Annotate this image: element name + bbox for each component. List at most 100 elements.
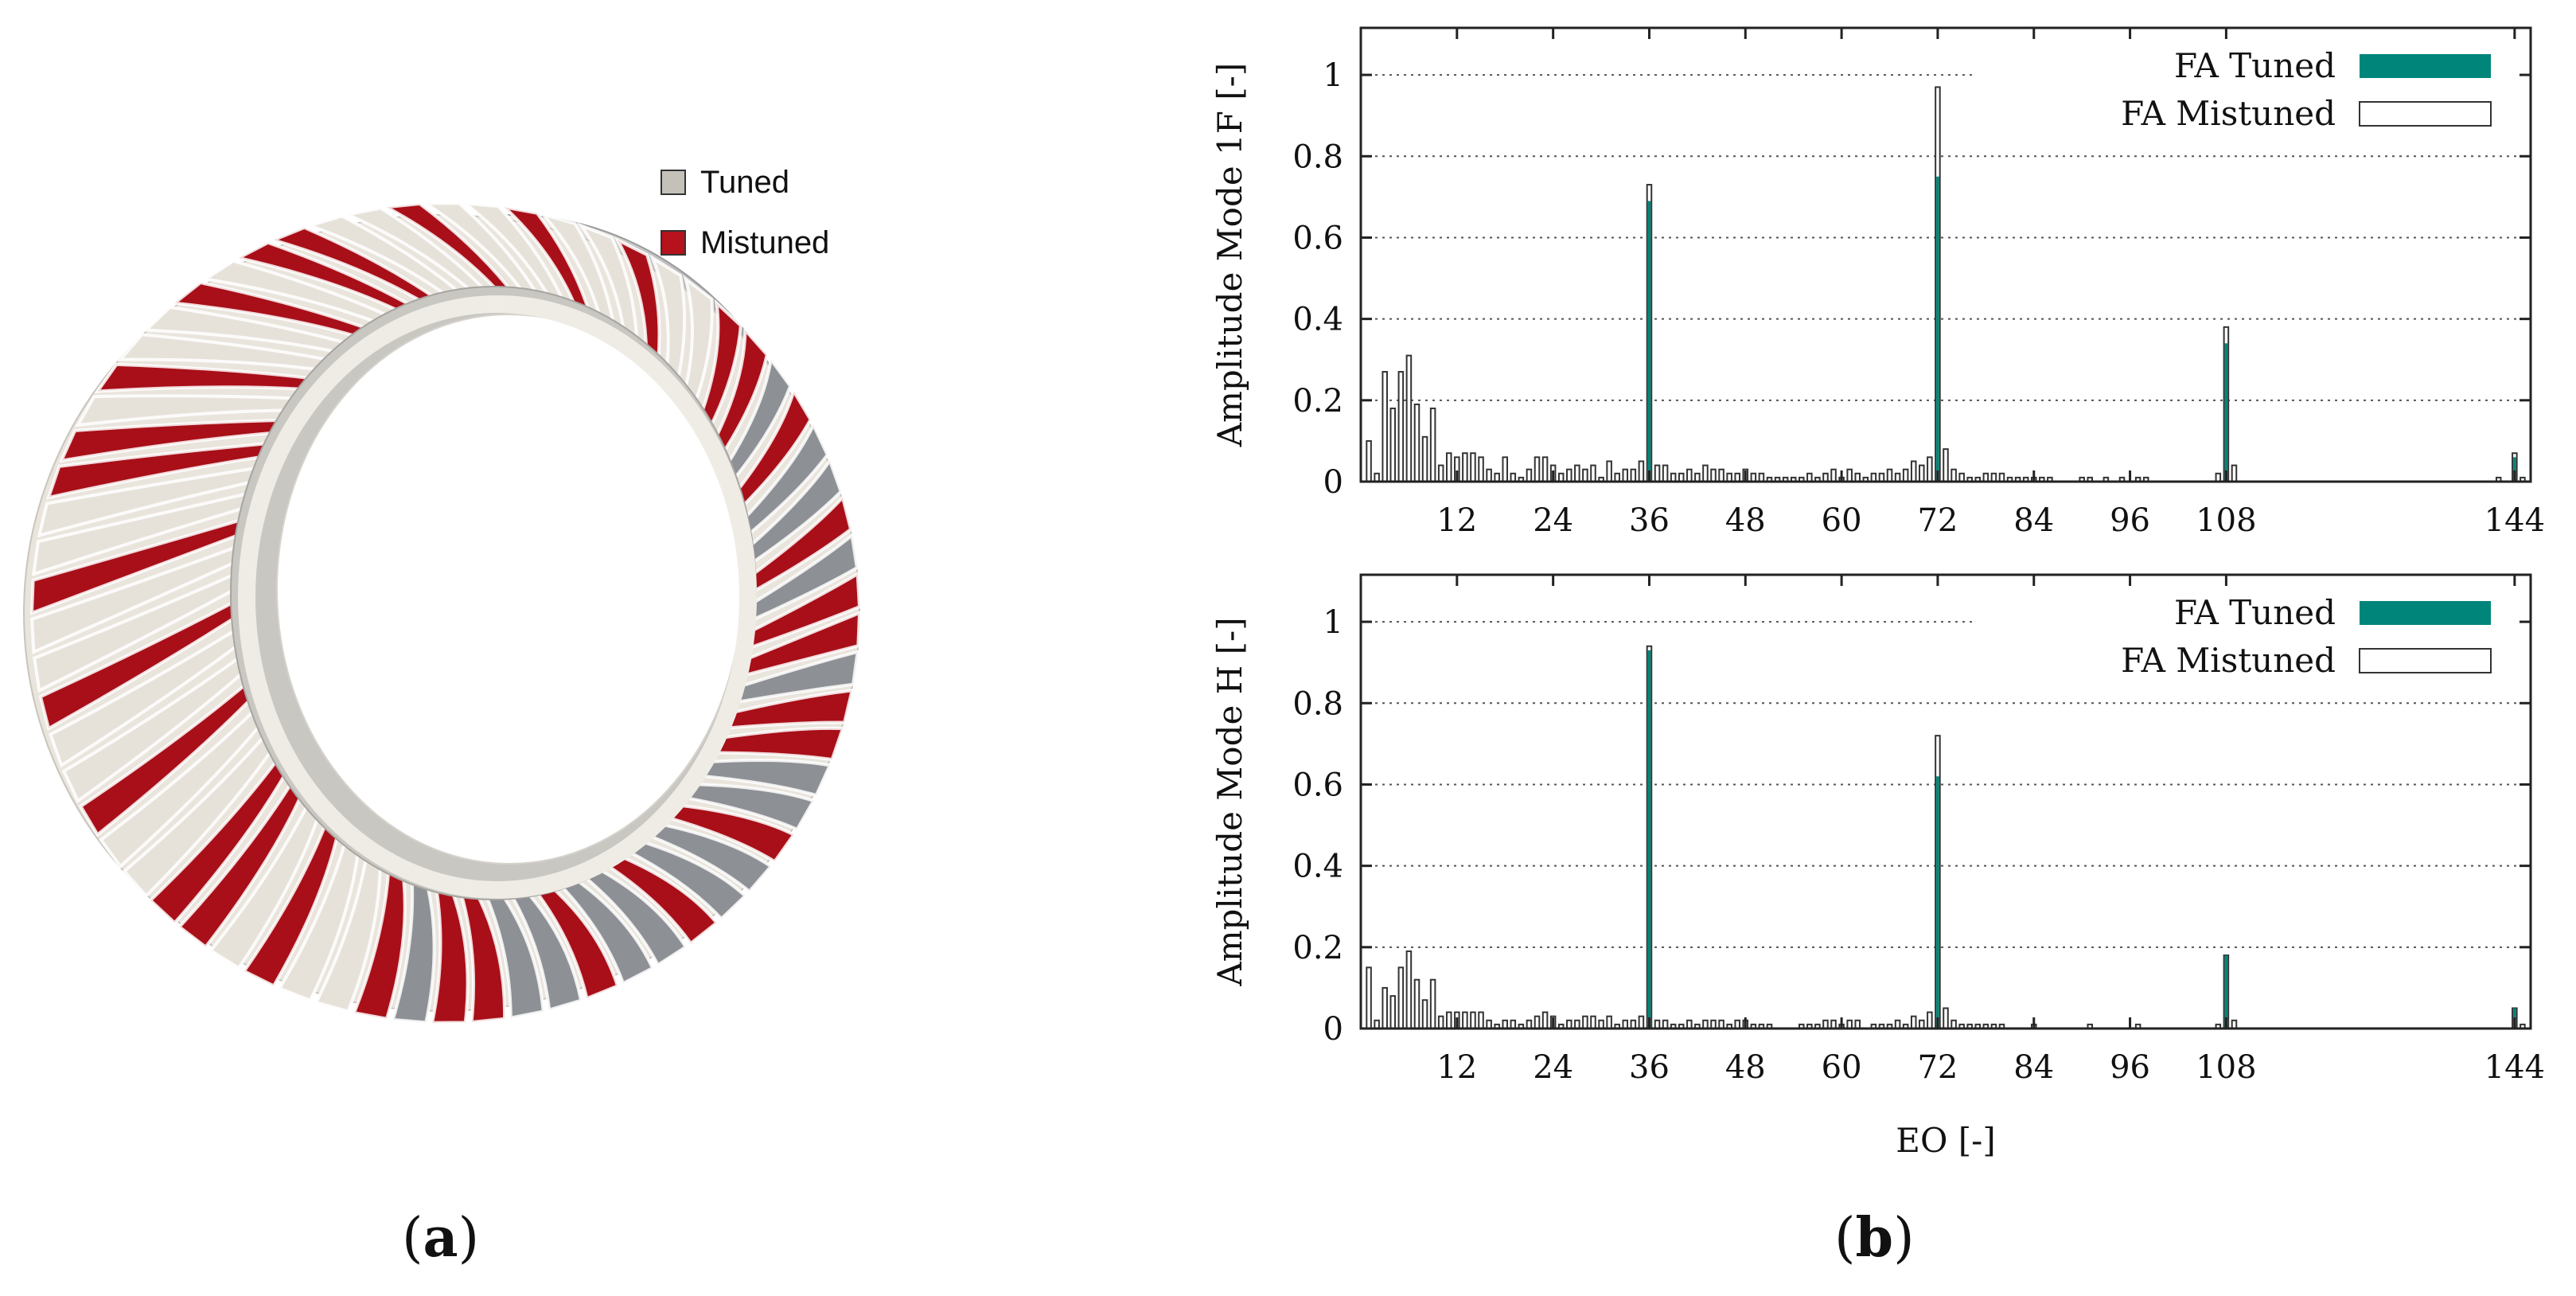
- bar-tuned: [2224, 343, 2228, 482]
- bar-mistuned: [1886, 468, 1893, 483]
- bar-mistuned: [1694, 472, 1701, 482]
- y-tick-label: 1: [1323, 604, 1343, 641]
- plot-frame: [1359, 573, 2532, 1030]
- y-axis-label: Amplitude Mode H [-]: [1210, 617, 1249, 986]
- bar-mistuned: [1638, 1015, 1645, 1030]
- x-tick-label: 12: [1436, 1049, 1477, 1086]
- legend-swatch-mistuned: [2359, 648, 2492, 673]
- bar-mistuned: [1462, 452, 1468, 483]
- bar-mistuned: [1405, 354, 1413, 483]
- bar-mistuned: [1494, 472, 1500, 482]
- bar-mistuned: [1830, 468, 1837, 483]
- bar-mistuned: [1710, 468, 1717, 483]
- bar-mistuned: [1951, 1019, 1957, 1030]
- bar-mistuned: [1421, 435, 1428, 482]
- legend-label: FA Mistuned: [2121, 94, 2336, 133]
- bar-mistuned: [1822, 1019, 1829, 1030]
- mistuned-label: Mistuned: [700, 224, 830, 260]
- bar-tuned: [1647, 650, 1651, 1029]
- bar-mistuned: [1429, 408, 1436, 483]
- tuned-label: Tuned: [700, 164, 789, 200]
- x-tick-label: 48: [1725, 1049, 1766, 1086]
- bar-mistuned: [1437, 1015, 1444, 1030]
- x-tick-label: 60: [1822, 502, 1862, 539]
- bar-tuned: [2224, 955, 2228, 1029]
- bar-mistuned: [1998, 472, 2005, 482]
- bar-mistuned: [1846, 1019, 1853, 1030]
- bar-mistuned: [1437, 464, 1444, 483]
- x-tick-label: 48: [1725, 502, 1766, 539]
- bar-mistuned: [1382, 371, 1388, 482]
- legend-label: FA Tuned: [2174, 593, 2336, 632]
- bar-mistuned: [1374, 472, 1380, 482]
- legend-item-tuned: Tuned: [661, 162, 789, 202]
- bar-mistuned: [1686, 1019, 1693, 1030]
- bar-mistuned: [1478, 456, 1484, 483]
- bar-mistuned: [1734, 472, 1740, 482]
- bar-mistuned: [1510, 1019, 1517, 1030]
- y-tick-label: 0.6: [1292, 767, 1343, 803]
- y-tick-label: 0.8: [1292, 139, 1343, 175]
- ring-legend: Tuned Mistuned: [661, 159, 883, 271]
- bar-mistuned: [1806, 472, 1813, 482]
- bar-mistuned: [1566, 1019, 1572, 1030]
- y-axis-label: Amplitude Mode 1F [-]: [1210, 63, 1249, 448]
- bar-mistuned: [1590, 464, 1596, 483]
- bar-mistuned: [1582, 468, 1588, 483]
- bar-mistuned: [1389, 995, 1397, 1030]
- mistuned-swatch: [661, 230, 686, 256]
- bar-mistuned: [1919, 464, 1925, 483]
- x-tick-label: 24: [1533, 1049, 1573, 1086]
- x-tick-label: 72: [1917, 1049, 1958, 1086]
- y-tick-label: 0.2: [1292, 930, 1343, 966]
- bar-mistuned: [1990, 472, 1997, 482]
- y-tick-label: 0.4: [1292, 302, 1343, 338]
- bar-mistuned: [1902, 468, 1909, 483]
- y-tick-label: 0: [1323, 1011, 1343, 1048]
- bar-mistuned: [1654, 464, 1661, 483]
- y-tick-label: 0: [1323, 464, 1343, 501]
- bar-mistuned: [1662, 464, 1669, 483]
- bar-mistuned: [1662, 1019, 1669, 1030]
- bar-mistuned: [1413, 978, 1421, 1030]
- x-tick-label: 24: [1533, 502, 1573, 539]
- amplitude-charts: 0 0.2 0.4 0.6 0.8 1 12 24 36 48 60 72 84 96 108 144 Ampl…: [1210, 26, 2545, 1160]
- bar-mistuned: [1566, 468, 1572, 483]
- bar-mistuned: [1670, 472, 1677, 482]
- bar-mistuned: [1630, 468, 1637, 483]
- x-tick-label: 36: [1629, 1049, 1670, 1086]
- bar-mistuned: [1718, 1019, 1724, 1030]
- bar-mistuned: [1982, 472, 1989, 482]
- bar-mistuned: [1389, 408, 1397, 483]
- x-tick-label: 60: [1822, 1049, 1862, 1086]
- hub-rim: [238, 295, 757, 899]
- ring-front: [230, 286, 757, 900]
- bar-mistuned: [1910, 460, 1917, 482]
- bar-mistuned: [1526, 1019, 1533, 1030]
- bar-tuned: [1936, 176, 1939, 482]
- bar-mistuned: [1878, 472, 1885, 482]
- bar-mistuned: [1958, 472, 1965, 482]
- bar-mistuned: [1654, 1019, 1661, 1030]
- legend-swatch-mistuned: [2359, 101, 2492, 127]
- panel-label-b: (b): [1834, 1206, 1915, 1270]
- x-tick-label: 144: [2484, 502, 2545, 539]
- bar-mistuned: [1574, 1019, 1580, 1030]
- bar-mistuned: [1630, 1019, 1637, 1030]
- bar-mistuned: [1951, 468, 1957, 483]
- bar-mistuned: [1606, 460, 1612, 482]
- tuned-swatch: [661, 170, 686, 195]
- bar-mistuned: [1397, 371, 1405, 482]
- bar-mistuned: [1758, 472, 1765, 482]
- y-tick-label: 0.6: [1292, 220, 1343, 256]
- panel-label-a: (a): [402, 1206, 480, 1270]
- legend-item-mistuned: Mistuned: [661, 223, 829, 263]
- bar-mistuned: [1486, 1019, 1492, 1030]
- bar-mistuned: [1421, 999, 1428, 1029]
- plot-frame: [1359, 26, 2532, 483]
- bar-mistuned: [1894, 1019, 1901, 1030]
- bar-tuned: [1936, 776, 1939, 1029]
- bar-mistuned: [1534, 1015, 1541, 1030]
- bar-mistuned: [1590, 1015, 1596, 1030]
- bar-mistuned: [2215, 472, 2222, 482]
